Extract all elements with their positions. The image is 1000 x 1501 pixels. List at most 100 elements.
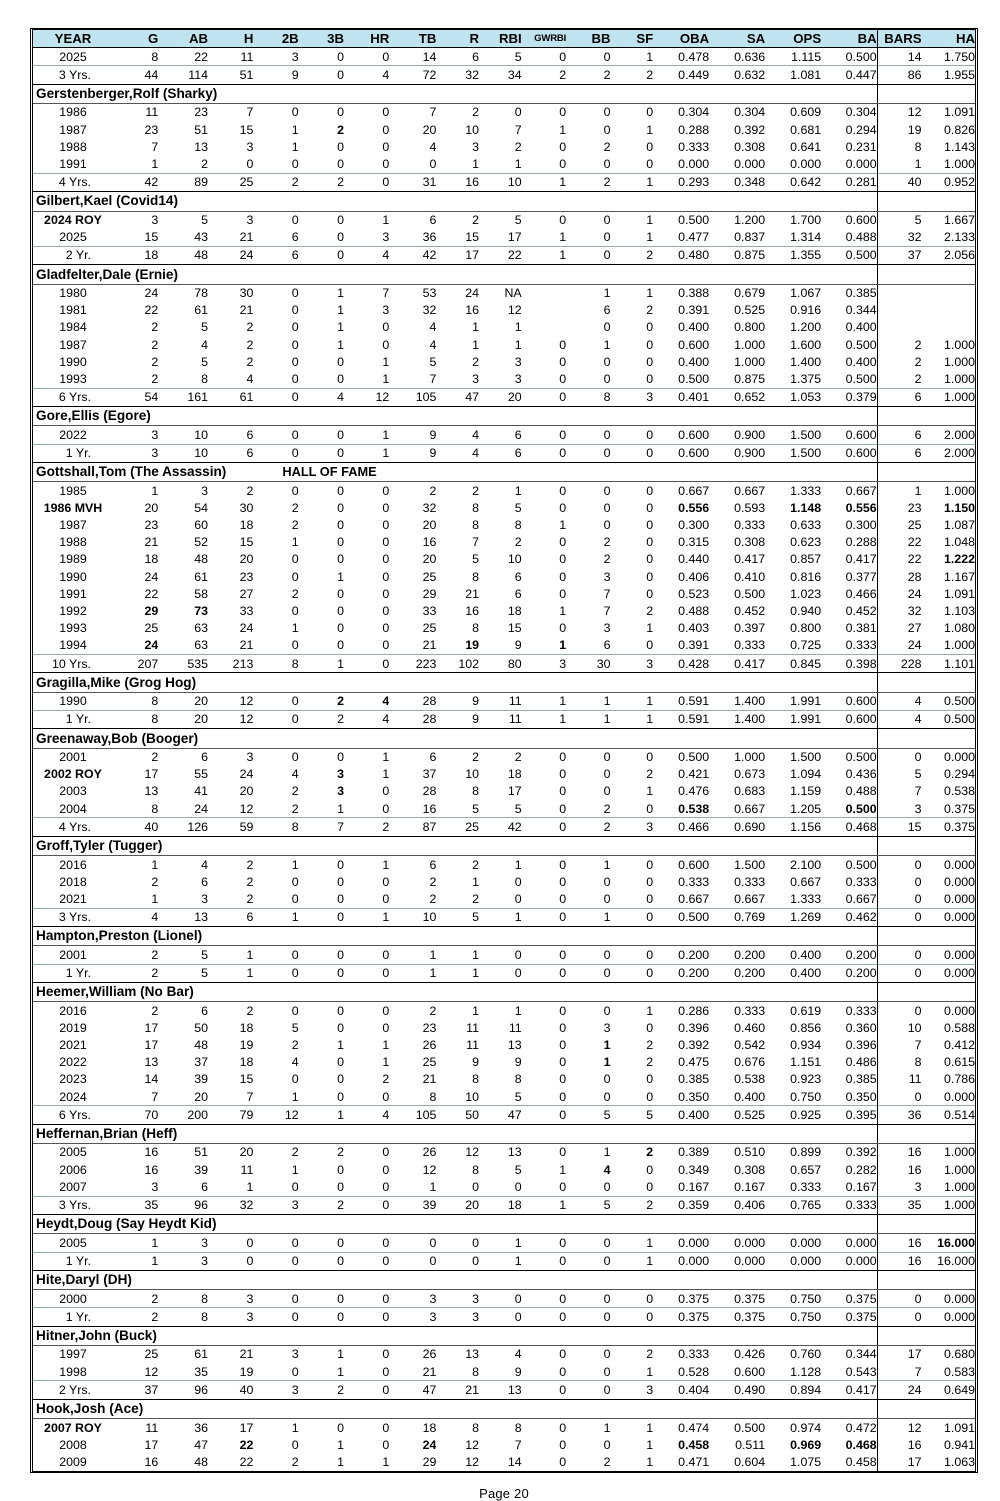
- stat-3b: 0: [337, 1020, 344, 1035]
- stat-rbi: 1: [514, 483, 522, 498]
- stat-sf: 1: [646, 1003, 654, 1018]
- stat-h: 0: [246, 1235, 254, 1250]
- stat-r: 8: [472, 569, 480, 584]
- stat-bb: 0: [566, 963, 611, 983]
- stat-sa: 0.490: [709, 1380, 766, 1400]
- stat-bars: 24: [876, 1380, 922, 1400]
- stat-ba: 0.282: [845, 1162, 877, 1177]
- stat-h: 6: [246, 427, 254, 442]
- stat-ab: 8: [158, 1307, 209, 1327]
- stat-g: 207: [112, 654, 159, 674]
- stat-g: 2: [151, 1003, 159, 1018]
- stat-ba: 0.375: [845, 1291, 877, 1306]
- stat-sf: 0: [610, 963, 654, 983]
- column-header-2b: 2B: [253, 30, 299, 49]
- stat-bb: 1: [566, 709, 611, 730]
- stat-sf: 1: [646, 694, 654, 709]
- season-row: 1993 25 63 24 1 0 0 25 8 15 0 3 1 0.403 0.397 0.800 0.38…: [33, 619, 975, 637]
- season-row: 2021 1 3 2 0 0 0 2 2 0 0 0 0 0.667 0.667 1.333 0.667 0 0.0…: [33, 890, 975, 909]
- stat-hr: 3: [382, 230, 390, 245]
- stat-tb: 1: [429, 947, 437, 962]
- stat-sf: 2: [646, 1055, 654, 1070]
- total-label: 1 Yr.: [33, 963, 113, 983]
- stat-gwrbi: 0: [521, 1105, 567, 1125]
- stat-2b: 0: [291, 337, 299, 352]
- stat-ops: 1.991: [790, 694, 822, 709]
- stat-2b: 2: [291, 801, 299, 816]
- season-row: 1997 25 61 21 3 1 0 26 13 4 0 0 2 0.333 0.426 0.760 0.34…: [33, 1345, 975, 1364]
- player-section-header: Groff,Tyler (Tugger): [33, 835, 975, 857]
- stat-g: 18: [112, 245, 159, 266]
- stat-bb: 2: [566, 817, 611, 837]
- stat-ha: 2.000: [943, 427, 975, 442]
- stat-sf: 2: [646, 1038, 654, 1053]
- stat-ha: 1.000: [943, 1162, 975, 1177]
- stat-rbi: 7: [514, 1437, 522, 1452]
- stat-bars: 24: [876, 585, 922, 603]
- stat-rbi: 47: [479, 1105, 522, 1125]
- stat-ops: 2.100: [790, 857, 822, 872]
- stat-ha: 1.101: [921, 654, 975, 674]
- stat-g: 2: [151, 337, 159, 352]
- season-year: 2001: [59, 750, 87, 765]
- stat-bb: 2: [603, 801, 611, 816]
- stat-bb: 2: [566, 172, 611, 193]
- stat-hr: 0: [382, 1003, 390, 1018]
- stat-hr: 0: [382, 569, 390, 584]
- stat-tb: 0: [429, 157, 437, 172]
- stat-ab: 48: [194, 1038, 209, 1053]
- stat-h: 33: [239, 603, 254, 618]
- stat-rbi: 3: [514, 371, 522, 386]
- player-name: Groff,Tyler (Tugger): [33, 835, 878, 857]
- total-label: 6 Yrs.: [33, 387, 113, 407]
- stat-oba: 0.488: [678, 603, 710, 618]
- stat-gwrbi: 1: [559, 638, 567, 653]
- stat-hr: 0: [382, 1291, 390, 1306]
- column-header-ha: HA: [921, 30, 975, 49]
- stat-hr: 1: [382, 354, 390, 369]
- stat-ba: 0.333: [845, 874, 877, 889]
- season-row: 2019 17 50 18 5 0 0 23 11 11 0 3 0 0.396 0.460 0.856 0.3…: [33, 1019, 975, 1037]
- stat-ba: 0.500: [845, 750, 877, 765]
- stat-rbi: 0: [514, 947, 522, 962]
- stat-ba: 0.466: [845, 586, 877, 601]
- stat-hr: 0: [382, 500, 390, 515]
- stat-bb: 3: [603, 621, 611, 636]
- stat-g: 1: [151, 891, 159, 906]
- stat-bb: 0: [603, 1179, 611, 1194]
- stat-r: 0: [436, 1251, 480, 1271]
- stat-sa: 1.400: [734, 694, 766, 709]
- stat-hr: 0: [382, 1347, 390, 1362]
- stat-rbi: 13: [479, 1380, 522, 1400]
- stat-oba: 0.400: [678, 354, 710, 369]
- stat-rbi: 5: [514, 801, 522, 816]
- stat-r: 21: [436, 1380, 480, 1400]
- stat-hr: 0: [382, 947, 390, 962]
- stat-h: 21: [239, 1347, 254, 1362]
- stat-g: 37: [112, 1380, 159, 1400]
- stat-rbi: 42: [479, 817, 522, 837]
- stat-oba: 0.667: [678, 891, 710, 906]
- stat-ab: 6: [201, 750, 209, 765]
- stat-sf: 2: [646, 1347, 654, 1362]
- stat-hr: 0: [382, 603, 390, 618]
- stat-bars: 27: [876, 619, 922, 637]
- stat-sf: 0: [646, 638, 654, 653]
- stat-sf: 0: [646, 371, 654, 386]
- stat-2b: 4: [291, 767, 299, 782]
- season-row: 2008 17 47 22 0 1 0 24 12 7 0 0 1 0.458 0.511 0.969 0.46…: [33, 1436, 975, 1454]
- stat-sf: 0: [646, 569, 654, 584]
- stat-sf: 0: [646, 105, 654, 120]
- stat-ops: 1.700: [790, 212, 822, 227]
- stat-g: 17: [144, 1020, 159, 1035]
- stat-ab: 50: [194, 1020, 209, 1035]
- stat-tb: 2: [429, 874, 437, 889]
- stat-bars: 2: [876, 353, 922, 371]
- player-row-ha-spacer: [921, 405, 975, 427]
- stat-tb: 31: [389, 172, 437, 193]
- stat-sa: 0.392: [734, 122, 766, 137]
- stat-r: 13: [465, 1347, 480, 1362]
- stat-gwrbi: 0: [559, 535, 567, 550]
- stat-3b: 1: [337, 320, 344, 335]
- season-year: 2007: [59, 1179, 87, 1194]
